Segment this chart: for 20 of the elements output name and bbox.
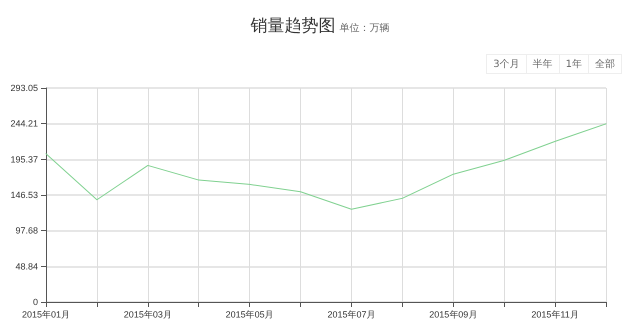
y-tick-label: 146.53 [10,190,38,200]
y-tick-label: 195.37 [10,154,38,164]
y-tick-label: 0 [32,297,38,307]
chart-subtitle: 单位：万辆 [340,23,390,34]
y-tick-label: 244.21 [10,118,38,129]
x-tick-label: 2015年03月 [124,310,172,320]
x-tick-label: 2015年05月 [226,310,274,320]
x-tick-label: 2015年07月 [327,310,376,320]
chart-title: 销量趋势图 [250,16,336,36]
range-button: 全部 [588,54,622,74]
y-tick-label: 48.84 [15,261,38,272]
line-series [46,123,606,210]
range-button: 半年 [526,54,560,74]
x-tick-label: 2015年09月 [429,310,478,320]
x-tick-label: 2015年01月 [22,310,70,320]
range-button: 3个月 [486,54,527,74]
y-tick-label: 293.05 [10,83,38,93]
x-tick-label: 2015年11月 [531,310,579,320]
range-button: 1年 [558,54,589,74]
y-tick-label: 97.68 [15,226,38,236]
